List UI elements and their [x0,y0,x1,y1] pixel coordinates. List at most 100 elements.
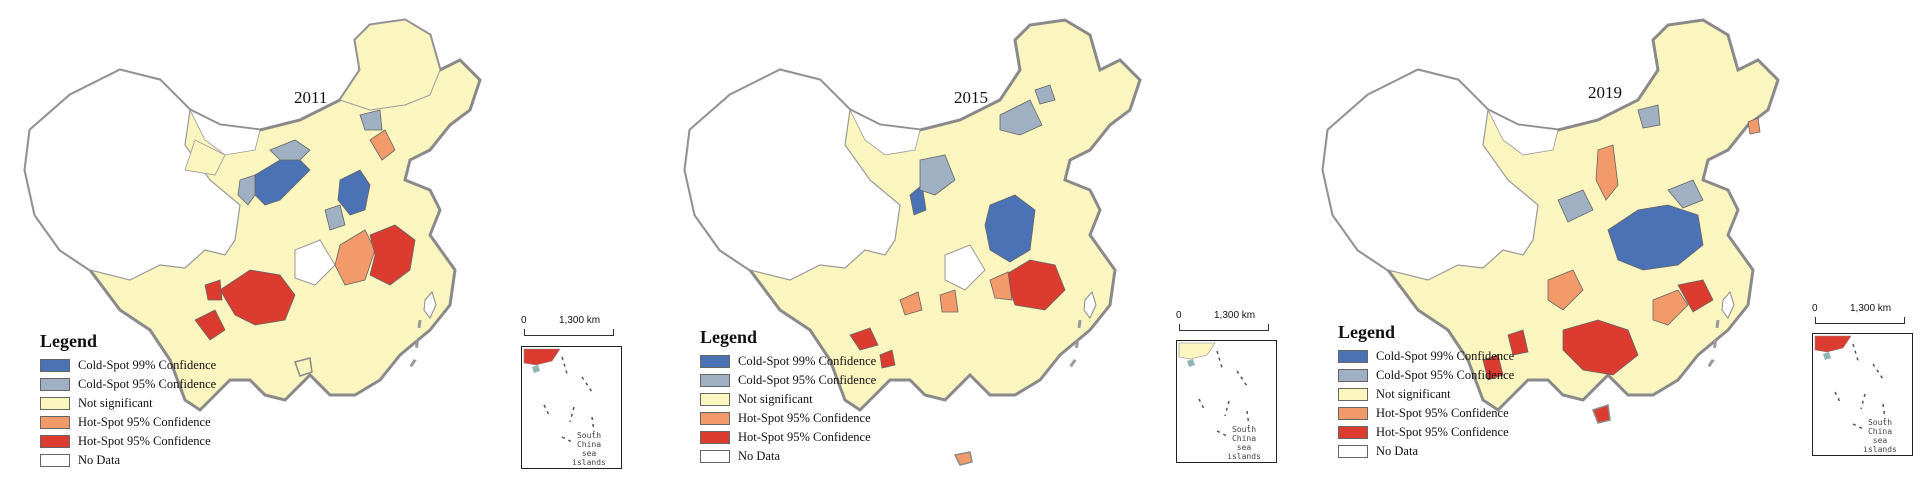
scale-bar-line [524,329,614,336]
china-map-2011 [23,18,482,412]
legend-item-notsig: Not significant [1338,385,1514,404]
legend-title: Legend [1338,322,1396,342]
legend-title: Legend [40,331,98,351]
no-data-west [24,69,241,281]
swatch-cold99 [40,359,70,372]
hainan-island [953,451,973,466]
legend-item-cold99: Cold-Spot 99% Confidence [1338,347,1514,366]
inset-map [1814,335,1886,430]
china-map-2019 [1321,18,1780,424]
legend-item-cold95: Cold-Spot 95% Confidence [40,375,216,394]
legend-item-notsig: Not significant [700,390,876,409]
legend-label: No Data [78,453,120,467]
swatch-notsig [1338,388,1368,401]
region-a [849,109,921,156]
scale-bar: 0 1,300 km [521,315,621,339]
inset-label-line: South [576,431,602,440]
legend-item-nodata: No Data [40,451,216,470]
hainan-island [1592,404,1611,424]
swatch-cold95 [700,374,730,387]
map-panel-2015: 2015 Legend Cold-Spot 99% Confidence Col… [660,0,1300,491]
legend-item-notsig: Not significant [40,394,216,413]
scale-bar: 0 1,300 km [1812,303,1912,327]
hot-spot-c [1482,117,1761,381]
legend-label: Not significant [1376,387,1451,401]
inset-map [1178,342,1250,437]
inset-label-line: South [1231,425,1257,434]
scale-bar-line [1815,317,1905,324]
dashed-line [1701,319,1720,376]
hot-spot-b [849,259,1066,369]
dashed-line [403,319,422,376]
legend-label: Cold-Spot 95% Confidence [78,377,217,391]
legend-item-hot95-red: Hot-Spot 95% Confidence [40,432,216,451]
legend-label: Cold-Spot 99% Confidence [738,354,877,368]
legend-label: Cold-Spot 95% Confidence [738,373,877,387]
cold-spot-95-a [237,109,383,231]
legend-item-cold99: Cold-Spot 99% Confidence [700,352,876,371]
south-china-sea-inset: South China sea islands [1176,340,1277,463]
map-group [683,18,1142,466]
swatch-cold99 [1338,350,1368,363]
inner-mongolia-north [339,19,441,111]
inset-label-line: sea islands [572,449,606,467]
inset-label-line: China [1231,434,1257,443]
swatch-hot95-orange [1338,407,1368,420]
hainan-island [294,357,313,377]
region-a [1487,109,1559,156]
scale-start: 0 [1176,310,1182,321]
swatch-hot95-red [700,431,730,444]
swatch-cold95 [1338,369,1368,382]
legend-label: Hot-Spot 95% Confidence [78,434,211,448]
inset-label-line: South [1867,418,1893,427]
legend-label: Hot-Spot 95% Confidence [738,430,871,444]
region-b [184,139,226,176]
scale-end: 1,300 km [1214,310,1256,321]
legend: Legend Cold-Spot 99% Confidence Cold-Spo… [40,331,216,470]
year-label: 2015 [954,88,988,107]
swatch-hot95-orange [700,412,730,425]
no-data-central [294,239,336,286]
inset-label-line: sea islands [1863,436,1897,454]
legend-item-hot95-orange: Hot-Spot 95% Confidence [40,413,216,432]
taiwan-island [1721,290,1735,319]
swatch-hot95-orange [40,416,70,429]
legend-item-hot95-orange: Hot-Spot 95% Confidence [1338,404,1514,423]
south-china-sea-inset: South China sea islands [521,346,622,469]
swatch-nodata [40,454,70,467]
legend-label: Hot-Spot 95% Confidence [78,415,211,429]
legend: Legend Cold-Spot 99% Confidence Cold-Spo… [700,327,876,466]
legend-label: Hot-Spot 95% Confidence [738,411,871,425]
swatch-hot95-red [40,435,70,448]
china-map-2015 [683,18,1142,466]
dashed-line [1063,319,1082,376]
inset-label: South China sea islands [1855,418,1905,454]
taiwan-island [423,290,437,319]
scale-end: 1,300 km [1850,303,1892,314]
legend-item-cold99: Cold-Spot 99% Confidence [40,356,216,375]
legend: Legend Cold-Spot 99% Confidence Cold-Spo… [1338,322,1514,461]
scale-start: 0 [1812,303,1818,314]
legend-label: Not significant [78,396,153,410]
map-panel-2019: 2019 Legend Cold-Spot 99% Confidence Col… [1298,0,1928,491]
region-a [189,109,261,156]
map-group [23,18,482,412]
cold-spot-95-b [919,84,1056,196]
legend-label: Cold-Spot 99% Confidence [78,358,217,372]
cold-spot-99-b [909,184,1036,263]
map-panel-2011: 2011 Legend Cold-Spot 99% Confidence Col… [0,0,640,491]
legend-item-nodata: No Data [700,447,876,466]
map-group [1321,18,1780,424]
legend-item-cold95: Cold-Spot 95% Confidence [1338,366,1514,385]
hot-spot-a [194,129,416,341]
scale-bar-line [1179,324,1269,331]
no-data-west [684,69,901,281]
swatch-nodata [700,450,730,463]
legend-label: Cold-Spot 95% Confidence [1376,368,1515,382]
legend-item-cold95: Cold-Spot 95% Confidence [700,371,876,390]
south-china-sea-inset: South China sea islands [1812,333,1913,456]
legend-label: Not significant [738,392,813,406]
no-data-west [1322,69,1539,281]
legend-item-hot95-orange: Hot-Spot 95% Confidence [700,409,876,428]
scale-bar: 0 1,300 km [1176,310,1276,334]
